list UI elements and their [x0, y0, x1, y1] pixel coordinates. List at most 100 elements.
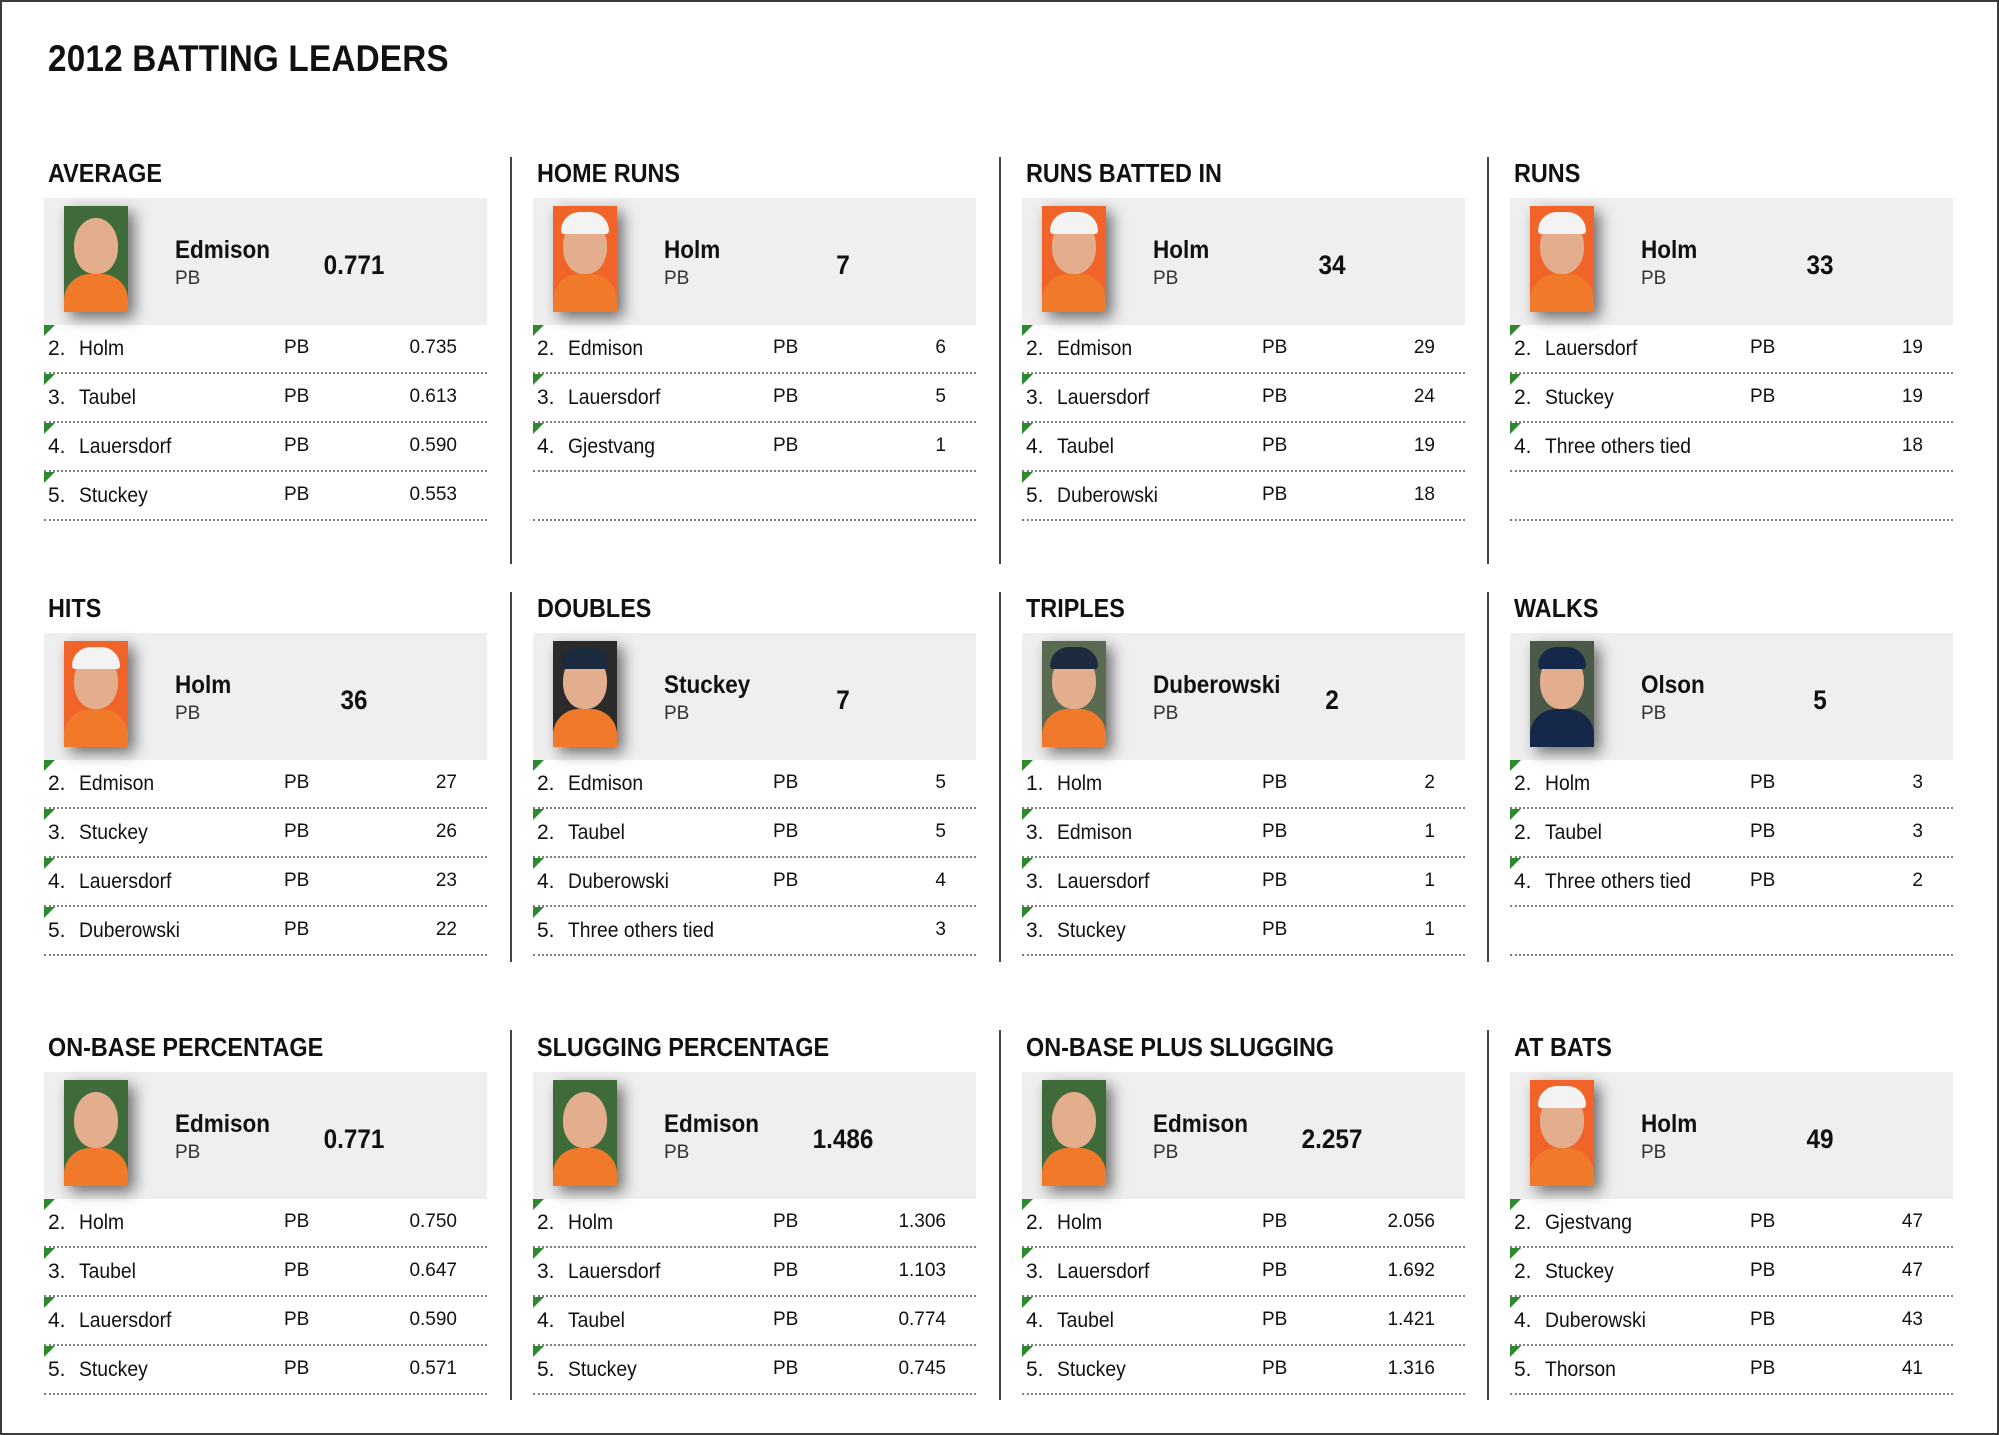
- ranking-row: [533, 472, 976, 521]
- leader-value: 7: [836, 685, 850, 715]
- row-rank: 2.: [1026, 337, 1044, 360]
- row-player-name: Holm: [1057, 1211, 1103, 1234]
- row-player-name: Duberowski: [568, 870, 669, 893]
- ranking-row: 3. Stuckey PB 1: [1022, 907, 1465, 956]
- rank-marker-icon: [44, 472, 55, 483]
- rank-marker-icon: [533, 1297, 544, 1308]
- rank-marker-icon: [44, 325, 55, 336]
- row-player-name: Stuckey: [1545, 1260, 1614, 1283]
- rank-marker-icon: [1022, 809, 1033, 820]
- row-rank: 2.: [48, 772, 66, 795]
- row-value: 1.306: [898, 1211, 946, 1232]
- ranking-row: 2. Holm PB 0.735: [44, 325, 487, 374]
- row-rank: 1.: [1026, 772, 1044, 795]
- row-player-name: Three others tied: [1545, 870, 1692, 893]
- row-rank: 3.: [48, 386, 66, 409]
- row-team: PB: [284, 870, 310, 891]
- row-player-name: Gjestvang: [1545, 1211, 1632, 1234]
- row-team: PB: [773, 386, 799, 407]
- row-rank: 4.: [1514, 870, 1532, 893]
- row-value: 3: [1912, 821, 1923, 842]
- row-value: 0.571: [409, 1358, 457, 1379]
- ranking-row: 5. Three others tied 3: [533, 907, 976, 956]
- leader-value: 34: [1318, 250, 1346, 280]
- rank-marker-icon: [1022, 1199, 1033, 1210]
- rank-marker-icon: [44, 423, 55, 434]
- row-team: PB: [284, 484, 310, 505]
- player-photo: [1042, 1080, 1106, 1186]
- rank-marker-icon: [44, 374, 55, 385]
- rank-marker-icon: [1510, 809, 1521, 820]
- column-divider: [1487, 592, 1489, 962]
- row-rank: 3.: [48, 1260, 66, 1283]
- leader-team: PB: [1641, 703, 1667, 724]
- leader-card: Edmison PB 1.486: [533, 1072, 976, 1199]
- leader-value: 1.486: [812, 1124, 874, 1154]
- ranking-row: 5. Stuckey PB 0.745: [533, 1346, 976, 1395]
- player-photo: [553, 641, 617, 747]
- row-team: PB: [1750, 1358, 1776, 1379]
- category-title: RUNS BATTED IN: [1026, 158, 1222, 188]
- row-player-name: Taubel: [1057, 435, 1114, 458]
- row-player-name: Taubel: [79, 386, 136, 409]
- row-player-name: Taubel: [568, 821, 625, 844]
- leader-name: Edmison: [175, 1110, 271, 1138]
- row-rank: 5.: [48, 919, 66, 942]
- category-panel: RUNS Holm PB 33 2. Lauersdorf PB 19 2. Stuckey PB 1…: [1466, 158, 1956, 521]
- row-team: PB: [773, 337, 799, 358]
- ranking-row: 4. Three others tied PB 2: [1510, 858, 1953, 907]
- row-team: PB: [1262, 821, 1288, 842]
- category-title: AT BATS: [1514, 1032, 1612, 1062]
- rank-marker-icon: [1022, 1346, 1033, 1357]
- leader-card: Stuckey PB 7: [533, 633, 976, 760]
- ranking-row: 4. Duberowski PB 4: [533, 858, 976, 907]
- ranking-row: 2. Taubel PB 5: [533, 809, 976, 858]
- row-team: PB: [1750, 1260, 1776, 1281]
- row-player-name: Holm: [79, 337, 125, 360]
- row-team: PB: [284, 386, 310, 407]
- category-title: WALKS: [1514, 593, 1599, 623]
- row-rank: 2.: [48, 337, 66, 360]
- row-player-name: Lauersdorf: [568, 386, 661, 409]
- rank-marker-icon: [1510, 858, 1521, 869]
- ranking-row: 2. Holm PB 0.750: [44, 1199, 487, 1248]
- row-player-name: Edmison: [568, 337, 644, 360]
- row-team: PB: [284, 435, 310, 456]
- category-panel: AVERAGE Edmison PB 0.771 2. Holm PB 0.735 3. Taub…: [0, 158, 490, 521]
- row-value: 3: [1912, 772, 1923, 793]
- row-value: 26: [435, 821, 457, 842]
- row-value: 1: [935, 435, 946, 456]
- column-divider: [1487, 157, 1489, 564]
- rank-marker-icon: [1510, 423, 1521, 434]
- row-rank: 4.: [1026, 435, 1044, 458]
- row-team: PB: [1750, 337, 1776, 358]
- row-value: 47: [1901, 1211, 1923, 1232]
- player-photo: [1530, 641, 1594, 747]
- ranking-row: 4. Lauersdorf PB 23: [44, 858, 487, 907]
- category-panel: DOUBLES Stuckey PB 7 2. Edmison PB 5 2. Taubel PB 5…: [489, 593, 979, 956]
- leader-team: PB: [1153, 703, 1179, 724]
- leader-card: Edmison PB 2.257: [1022, 1072, 1465, 1199]
- category-panel: HITS Holm PB 36 2. Edmison PB 27 3. Stuckey PB 26 4.…: [0, 593, 490, 956]
- row-player-name: Duberowski: [1057, 484, 1158, 507]
- rank-marker-icon: [44, 907, 55, 918]
- row-rank: 2.: [1514, 1260, 1532, 1283]
- rank-marker-icon: [44, 1199, 55, 1210]
- row-value: 2.056: [1387, 1211, 1435, 1232]
- row-value: 43: [1901, 1309, 1923, 1330]
- row-value: 1.692: [1387, 1260, 1435, 1281]
- category-title: TRIPLES: [1026, 593, 1125, 623]
- row-rank: 2.: [1514, 386, 1532, 409]
- row-value: 1.421: [1387, 1309, 1435, 1330]
- row-player-name: Stuckey: [79, 484, 148, 507]
- leader-name: Holm: [1641, 1110, 1698, 1138]
- row-value: 47: [1901, 1260, 1923, 1281]
- row-rank: 3.: [1026, 870, 1044, 893]
- row-team: PB: [1262, 919, 1288, 940]
- rank-marker-icon: [1022, 858, 1033, 869]
- leader-name: Holm: [664, 236, 721, 264]
- ranking-row: 2. Edmison PB 27: [44, 760, 487, 809]
- ranking-row: 5. Thorson PB 41: [1510, 1346, 1953, 1395]
- rank-marker-icon: [44, 760, 55, 771]
- row-player-name: Edmison: [1057, 821, 1133, 844]
